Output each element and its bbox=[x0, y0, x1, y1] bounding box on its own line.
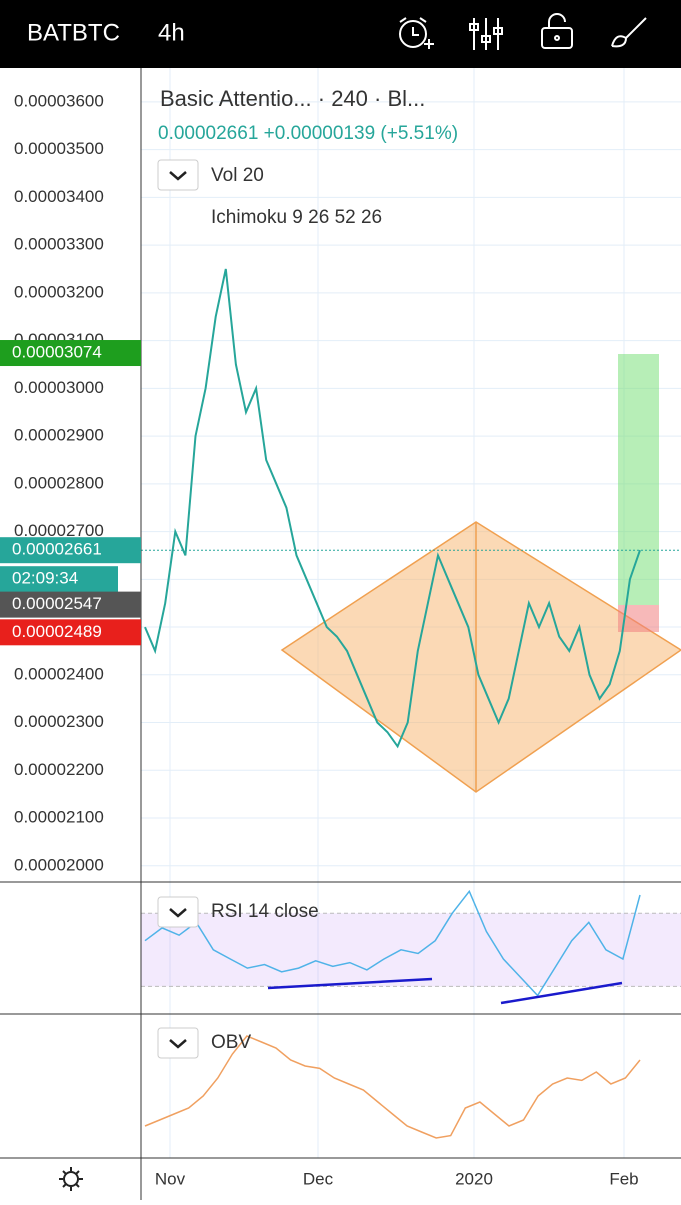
x-tick-label: Feb bbox=[609, 1169, 638, 1188]
rsi-band bbox=[141, 913, 681, 987]
y-tick-label: 0.00002000 bbox=[14, 855, 104, 874]
indicators-icon[interactable] bbox=[469, 18, 503, 50]
draw-icon[interactable] bbox=[611, 17, 647, 48]
divergence-line bbox=[500, 981, 623, 1005]
price-badge-label: 0.00002489 bbox=[12, 622, 102, 641]
legend-quote: 0.00002661 +0.00000139 (+5.51%) bbox=[158, 123, 458, 144]
legend-title: Basic Attentio... · 240 · Bl... bbox=[160, 86, 425, 111]
divergence-line bbox=[267, 977, 433, 990]
y-tick-label: 0.00003300 bbox=[14, 235, 104, 254]
y-tick-label: 0.00002800 bbox=[14, 473, 104, 492]
study-label: Vol 20 bbox=[211, 165, 264, 186]
y-tick-label: 0.00002900 bbox=[14, 426, 104, 445]
alert-icon[interactable] bbox=[399, 17, 434, 49]
x-tick-label: 2020 bbox=[455, 1169, 493, 1188]
price-badge-label: 0.00002547 bbox=[12, 594, 102, 613]
collapse-button[interactable] bbox=[157, 159, 199, 191]
obv-line bbox=[144, 1035, 641, 1139]
y-tick-label: 0.00003400 bbox=[14, 187, 104, 206]
price_chart-line bbox=[144, 268, 641, 749]
price-badge-label: 0.00003074 bbox=[12, 343, 102, 362]
study-label: Ichimoku 9 26 52 26 bbox=[211, 207, 382, 228]
y-tick-label: 0.00003200 bbox=[14, 282, 104, 301]
collapse-button[interactable] bbox=[157, 896, 199, 928]
plot bbox=[141, 268, 681, 1139]
price-badge bbox=[0, 340, 141, 367]
rsi-label: RSI 14 close bbox=[211, 901, 319, 922]
collapse-button[interactable] bbox=[157, 1027, 199, 1059]
price-badge bbox=[0, 591, 141, 618]
y-tick-label: 0.00002200 bbox=[14, 760, 104, 779]
x-tick-label: Nov bbox=[155, 1169, 186, 1188]
price-badge bbox=[0, 619, 141, 646]
x-tick-label: Dec bbox=[303, 1169, 334, 1188]
y-tick-label: 0.00003000 bbox=[14, 378, 104, 397]
y-tick-label: 0.00003500 bbox=[14, 139, 104, 158]
y-tick-label: 0.00003600 bbox=[14, 91, 104, 110]
y-tick-label: 0.00002100 bbox=[14, 808, 104, 827]
price-badge bbox=[0, 537, 141, 564]
y-tick-label: 0.00002300 bbox=[14, 712, 104, 731]
countdown: 02:09:34 bbox=[12, 569, 78, 588]
countdown-badge bbox=[0, 566, 118, 593]
price-badge-label: 0.00002661 bbox=[12, 540, 102, 559]
lock-icon[interactable] bbox=[541, 13, 573, 49]
y-tick-label: 0.00002700 bbox=[14, 521, 104, 540]
settings-icon[interactable] bbox=[59, 1167, 83, 1191]
obv-label: OBV bbox=[211, 1032, 251, 1053]
y-tick-label: 0.00002400 bbox=[14, 664, 104, 683]
symbol[interactable]: BATBTC bbox=[27, 19, 120, 46]
diamond-drawing bbox=[280, 521, 681, 793]
target-zone bbox=[618, 354, 659, 605]
toolbar-icons bbox=[399, 13, 647, 50]
top-bar bbox=[0, 0, 681, 68]
rsi-line bbox=[144, 889, 641, 997]
interval[interactable]: 4h bbox=[158, 19, 185, 46]
